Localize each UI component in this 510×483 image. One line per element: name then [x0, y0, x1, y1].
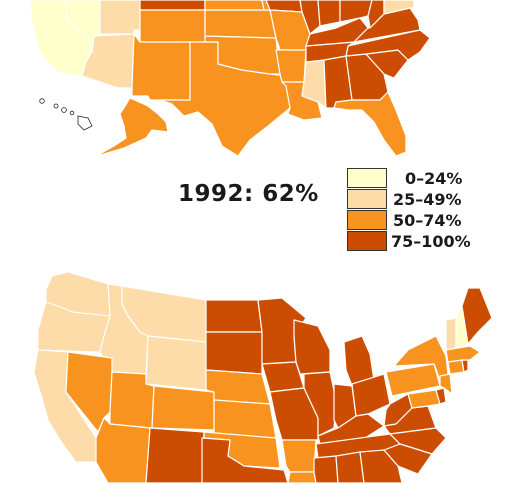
state-kansas	[204, 9, 277, 39]
state-new-mexico	[131, 33, 191, 101]
state-wisconsin	[293, 319, 331, 375]
year-label: 1992: 62%	[178, 181, 319, 207]
state-vermont	[445, 317, 457, 351]
legend-label: 50–74%	[393, 211, 462, 230]
state-massachusetts	[445, 345, 481, 363]
state-new-york	[393, 335, 449, 381]
state-maine	[461, 287, 493, 345]
top-map	[29, 0, 431, 157]
state-indiana	[317, 0, 341, 27]
hawaii-islands	[39, 98, 93, 131]
state-new-mexico	[145, 427, 205, 483]
state-wyoming	[145, 335, 207, 391]
state-ohio	[351, 373, 391, 417]
state-ohio	[339, 0, 373, 23]
state-georgia	[359, 449, 403, 483]
legend-swatch	[347, 210, 387, 230]
state-nebraska	[205, 369, 271, 405]
state-maryland	[383, 0, 415, 15]
state-florida	[333, 91, 407, 157]
state-louisiana	[287, 471, 317, 483]
state-south-dakota	[205, 331, 263, 375]
state-mississippi	[313, 455, 339, 483]
state-new-jersey	[439, 373, 453, 395]
legend-label: 0–24%	[405, 169, 463, 188]
state-virginia	[353, 7, 421, 43]
state-north-carolina	[389, 427, 447, 455]
state-colorado	[151, 385, 215, 431]
state-illinois	[299, 0, 321, 35]
state-delaware	[435, 387, 447, 405]
state-utah	[99, 0, 141, 35]
state-arkansas	[275, 49, 307, 83]
state-illinois	[303, 371, 337, 437]
state-arizona	[95, 417, 151, 483]
state-alabama	[335, 451, 365, 483]
state-texas	[201, 437, 289, 483]
state-nevada	[65, 351, 113, 433]
state-north-carolina	[345, 29, 431, 61]
state-arkansas	[281, 439, 317, 473]
state-alaska	[95, 97, 169, 157]
legend-label: 75–100%	[391, 232, 471, 251]
state-south-carolina	[383, 443, 433, 475]
legend-swatch	[347, 231, 387, 251]
state-south-dakota	[204, 0, 265, 11]
state-kansas	[213, 399, 277, 439]
state-wyoming	[139, 0, 206, 11]
legend-swatch	[347, 189, 387, 209]
legend-label: 25–49%	[393, 190, 462, 209]
state-colorado	[139, 9, 206, 43]
bottom-map	[33, 271, 493, 483]
legend-swatch	[347, 168, 387, 188]
state-north-dakota	[205, 299, 263, 333]
state-maryland	[407, 389, 441, 409]
